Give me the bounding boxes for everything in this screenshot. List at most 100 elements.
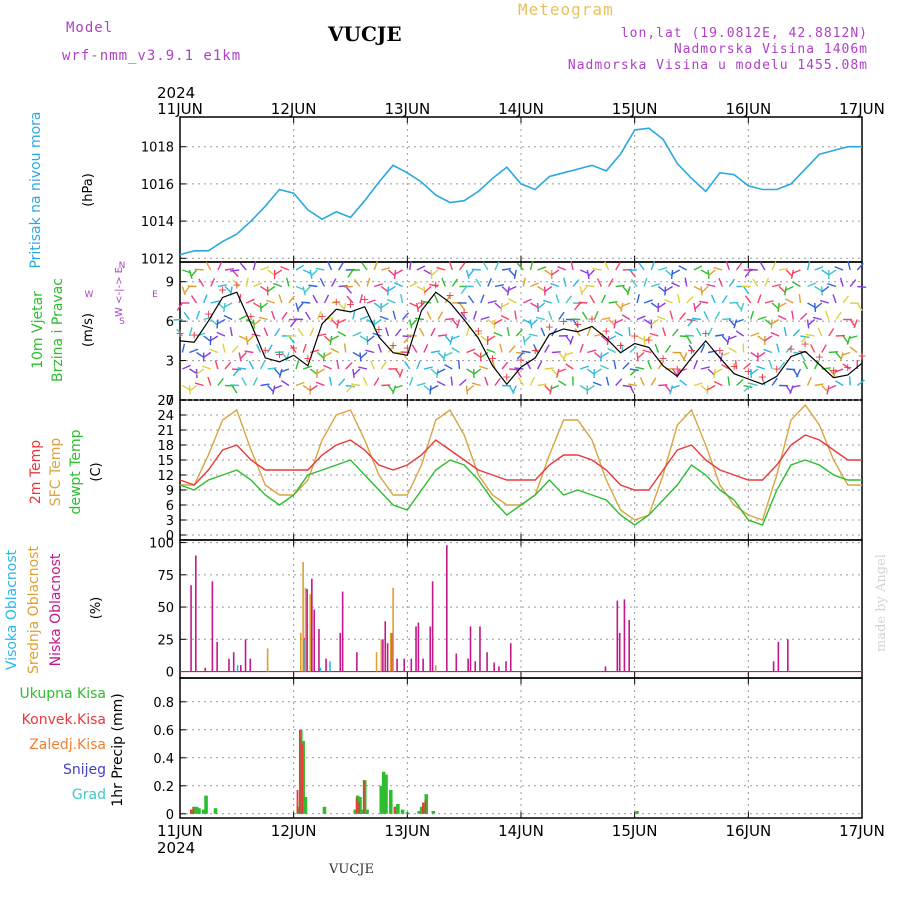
wind-arrow [707,269,716,277]
wind-arrow [592,267,602,271]
gust-marker: + [346,298,355,311]
wind-arrow [423,269,433,276]
wind-arrow [522,277,526,287]
wind-arrow [564,351,574,356]
wind-arrow [229,327,233,337]
wind-arrow [529,377,535,386]
wind-arrow [821,269,830,276]
wind-arrow [480,335,489,342]
wind-arrow [629,368,639,372]
wind-arrow [556,368,560,378]
wind-arrow [800,335,810,339]
wind-arrow [771,302,780,310]
wind-arrow [237,367,247,370]
wind-arrow [713,266,723,271]
wind-arrow [542,299,552,304]
wind-arrow [693,360,698,370]
precip-bar-total [417,811,421,814]
wind-arrow [847,261,851,271]
wind-arrow [444,294,451,304]
wind-arrow [430,327,436,337]
wind-arrow [777,315,787,321]
gust-marker: + [658,352,667,365]
precip-bar-total [365,809,369,814]
wind-arrow [535,316,545,321]
wind-arrow [280,368,290,373]
wind-arrow [471,382,481,387]
wind-arrow [807,282,817,288]
wind-arrow [551,351,561,354]
precip-legend-item: Ukupna Kisa [19,686,106,702]
wind-arrow [210,277,216,287]
wind-compass-text: W <-|-> E [114,267,125,317]
gust-marker: + [374,323,383,336]
wind-arrow [643,299,653,304]
wind-arrow [849,279,857,287]
precip-legend-item: Grad [72,787,106,803]
gust-marker: + [673,362,682,375]
wind-arrow [579,286,583,296]
wind-arrow [748,382,758,387]
dewpt-axis-label: dewpt Temp [68,429,84,514]
wind-arrow [181,343,186,353]
product-title: Meteogram [518,0,614,19]
wind-arrow [426,311,432,320]
gust-marker: + [204,307,213,320]
wind-arrow [757,335,766,342]
wind-arrow [260,266,270,271]
y-tick-label-wind: 3 [166,355,174,370]
wind-arrow [562,352,567,362]
wind-arrow [302,269,312,275]
wind-arrow [536,302,539,313]
wind-arrow [457,359,461,370]
wind-arrow [614,331,624,337]
wind-arrow [409,281,418,288]
temp-unit-label: (C) [89,462,104,481]
wind-arrow [656,315,666,321]
wind-arrow [210,318,219,326]
precip-bar-conv [393,806,396,814]
wind-arrow [722,317,732,321]
wind-arrow [841,351,851,357]
wind-arrow [757,351,766,359]
wind-arrow [827,384,837,390]
wind-arrow [574,328,581,337]
wind-arrow [734,318,744,324]
wind-axis-label: 10m Vjetar [30,291,46,369]
wind-arrow [688,344,695,353]
wind-arrow [403,335,411,344]
wind-arrow [802,360,809,370]
precip-bar-conv [192,806,195,814]
wind-arrow [540,327,546,337]
wind-arrow [253,318,261,326]
wind-arrow [404,361,411,370]
precip-bar-total [422,802,426,814]
wind-arrow [587,269,595,277]
wind-arrow [467,269,475,278]
wind-arrow [423,286,426,296]
wind-arrow [604,261,610,271]
wind-arrow [654,343,660,353]
wind-arrow [743,286,750,295]
wind-arrow [544,269,553,276]
wind-arrow [331,301,341,304]
wind-arrow [361,262,368,271]
wind-arrow [615,261,621,271]
y-tick-label-wind: 0 [166,394,174,409]
sfc-temp-axis-label: SFC Temp [48,438,64,507]
wind-arrow [578,301,588,304]
wind-arrow [547,310,553,320]
y-tick-label-temperature: 27 [157,394,174,409]
wind-arrow [820,299,830,304]
wind-arrow [231,345,239,353]
wind-arrow [699,300,709,304]
wind-arrow [472,310,478,320]
wind-arrow [433,294,439,304]
wind-arrow [643,335,652,343]
wind-arrow [380,285,389,293]
wind-arrow [706,384,716,391]
wind-arrow [256,344,262,353]
gust-marker: + [857,349,866,362]
wind-arrow [196,368,205,375]
wind-arrow [628,383,638,387]
